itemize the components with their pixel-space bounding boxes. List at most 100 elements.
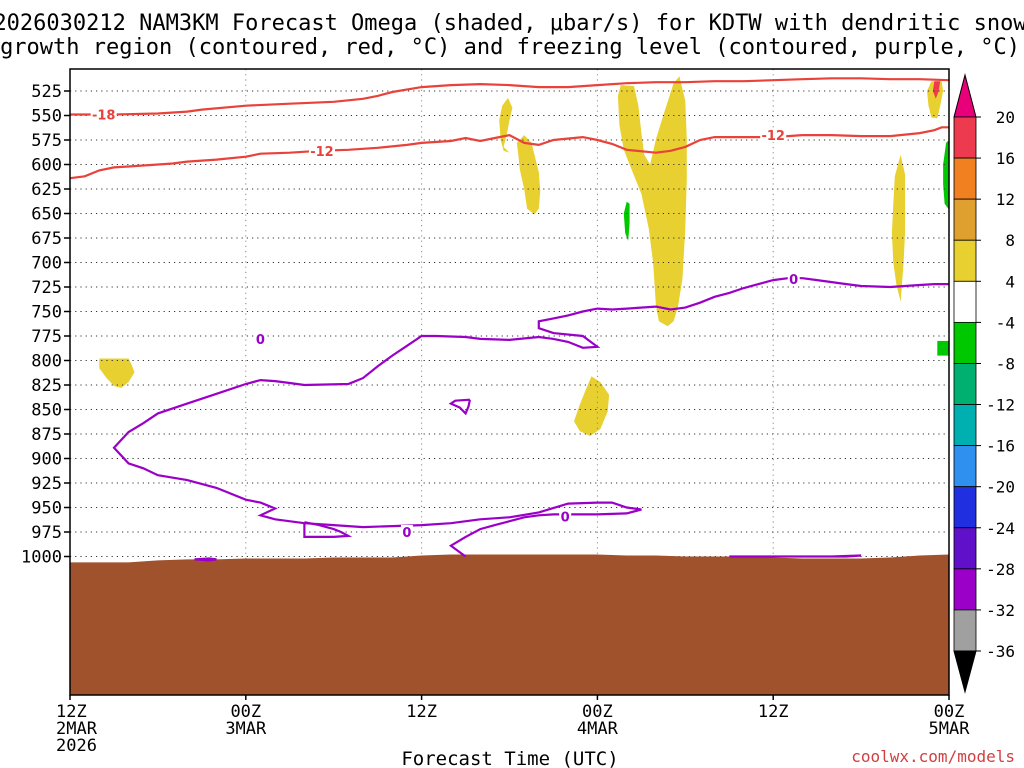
y-tick-label: 975 — [31, 523, 62, 543]
purple-contour-line — [303, 521, 353, 538]
purple-contour-label: 0 — [402, 526, 411, 541]
colorbar-label: 12 — [996, 190, 1015, 209]
purple-contour-label: 0 — [256, 333, 265, 348]
chart-title-line-1: 2026030212 NAM3KM Forecast Omega (shaded… — [0, 11, 1024, 36]
y-tick-label: 700 — [31, 254, 62, 274]
terrain-fill — [70, 554, 949, 695]
colorbar-label: -12 — [986, 396, 1015, 415]
y-axis-ticks: 525 550 575 600 625 650 675 700 725 750 775 800 825 8… — [21, 82, 70, 568]
purple-contour-line — [448, 398, 471, 416]
y-tick-label: 775 — [31, 327, 62, 347]
y-tick-label: 675 — [31, 229, 62, 249]
omega-shade-region — [574, 376, 610, 436]
omega-shade-region — [937, 340, 949, 356]
omega-shade-region — [623, 201, 630, 241]
colorbar-label: 16 — [996, 149, 1015, 168]
x-axis-label: Forecast Time (UTC) — [401, 748, 618, 768]
y-tick-label: 525 — [31, 82, 62, 102]
x-tick-label: 00Z — [582, 702, 613, 722]
contour-label-bg — [787, 272, 800, 287]
colorbar-label: -36 — [986, 642, 1015, 661]
colorbar-label: -20 — [986, 478, 1015, 497]
y-tick-label: 625 — [31, 180, 62, 200]
contour-label-bg — [308, 143, 335, 158]
gridlines — [70, 69, 949, 695]
colorbar-swatch — [953, 609, 977, 652]
purple-contour-line — [112, 277, 949, 558]
colorbar-label: -32 — [986, 601, 1015, 620]
x-tick-label: 2MAR — [56, 719, 98, 739]
colorbar-label: 4 — [1005, 272, 1015, 291]
colorbar-swatch — [953, 116, 977, 159]
omega-shading-layer — [99, 76, 949, 436]
y-tick-label: 850 — [31, 401, 62, 421]
red-contour-label: -12 — [761, 129, 785, 144]
x-tick-label: 00Z — [230, 702, 261, 722]
x-tick-label: 2026 — [56, 736, 97, 756]
colorbar-swatch — [953, 486, 977, 529]
omega-shade-region — [516, 135, 541, 215]
purple-contour-label: 0 — [561, 510, 570, 525]
dendritic-growth-contours: -18 -12 -12 — [70, 77, 949, 180]
colorbar-label: -16 — [986, 437, 1015, 456]
y-tick-label: 650 — [31, 205, 62, 225]
red-contour-line — [70, 77, 949, 116]
plot-frame — [69, 68, 950, 696]
colorbar-swatch — [953, 239, 977, 282]
colorbar-top-arrow — [953, 73, 977, 118]
chart-title-line-2: growth region (contoured, red, °C) and f… — [0, 35, 1020, 60]
colorbar-swatch — [953, 527, 977, 570]
colorbar-swatch — [953, 280, 977, 323]
x-tick-label: 12Z — [406, 702, 437, 722]
omega-shade-region — [99, 358, 135, 388]
terrain-layer — [70, 554, 949, 695]
red-contour-label: -18 — [92, 109, 116, 124]
y-tick-label: 550 — [31, 107, 62, 127]
y-tick-label: 875 — [31, 425, 62, 445]
omega-shade-region — [891, 154, 905, 302]
omega-shade-region — [932, 81, 941, 99]
y-tick-label: 600 — [31, 156, 62, 176]
contour-label-bg — [400, 524, 413, 539]
colorbar-label: 20 — [996, 108, 1015, 127]
y-tick-label: 1000 — [21, 548, 62, 568]
freezing-level-contours: 0 0 0 0 — [112, 272, 949, 562]
y-tick-label: 725 — [31, 278, 62, 298]
y-tick-label: 575 — [31, 131, 62, 151]
x-tick-label: 12Z — [56, 702, 87, 722]
x-tick-label: 4MAR — [577, 719, 619, 739]
contour-label-bg — [559, 509, 572, 524]
omega-shade-region — [943, 140, 949, 210]
y-tick-label: 800 — [31, 352, 62, 372]
colorbar-label: -28 — [986, 560, 1015, 579]
contour-label-bg — [760, 128, 787, 143]
y-tick-label: 825 — [31, 376, 62, 396]
contour-label-bg — [90, 107, 117, 122]
colorbar-swatch — [953, 404, 977, 447]
y-tick-label: 950 — [31, 499, 62, 519]
red-contour-label: -12 — [310, 145, 334, 160]
purple-contour-line — [194, 557, 217, 562]
colorbar-swatch — [953, 198, 977, 241]
x-tick-label: 00Z — [934, 702, 965, 722]
purple-contour-line — [729, 554, 862, 558]
omega-shade-region — [617, 76, 687, 327]
y-tick-label: 925 — [31, 474, 62, 494]
colorbar-label: -4 — [996, 313, 1015, 332]
red-contour-line — [70, 126, 949, 180]
colorbar-label: -8 — [996, 354, 1015, 373]
colorbar-swatch — [953, 568, 977, 611]
y-tick-label: 750 — [31, 303, 62, 323]
contour-label-bg — [254, 331, 267, 346]
x-tick-label: 12Z — [758, 702, 789, 722]
y-tick-label: 900 — [31, 450, 62, 470]
colorbar-swatch — [953, 321, 977, 364]
omega-shade-region — [499, 97, 513, 153]
colorbar-swatch — [953, 157, 977, 200]
x-tick-label: 3MAR — [225, 719, 267, 739]
colorbar-swatch — [953, 445, 977, 488]
colorbar-bottom-arrow — [953, 650, 977, 694]
colorbar-label: -24 — [986, 519, 1015, 538]
